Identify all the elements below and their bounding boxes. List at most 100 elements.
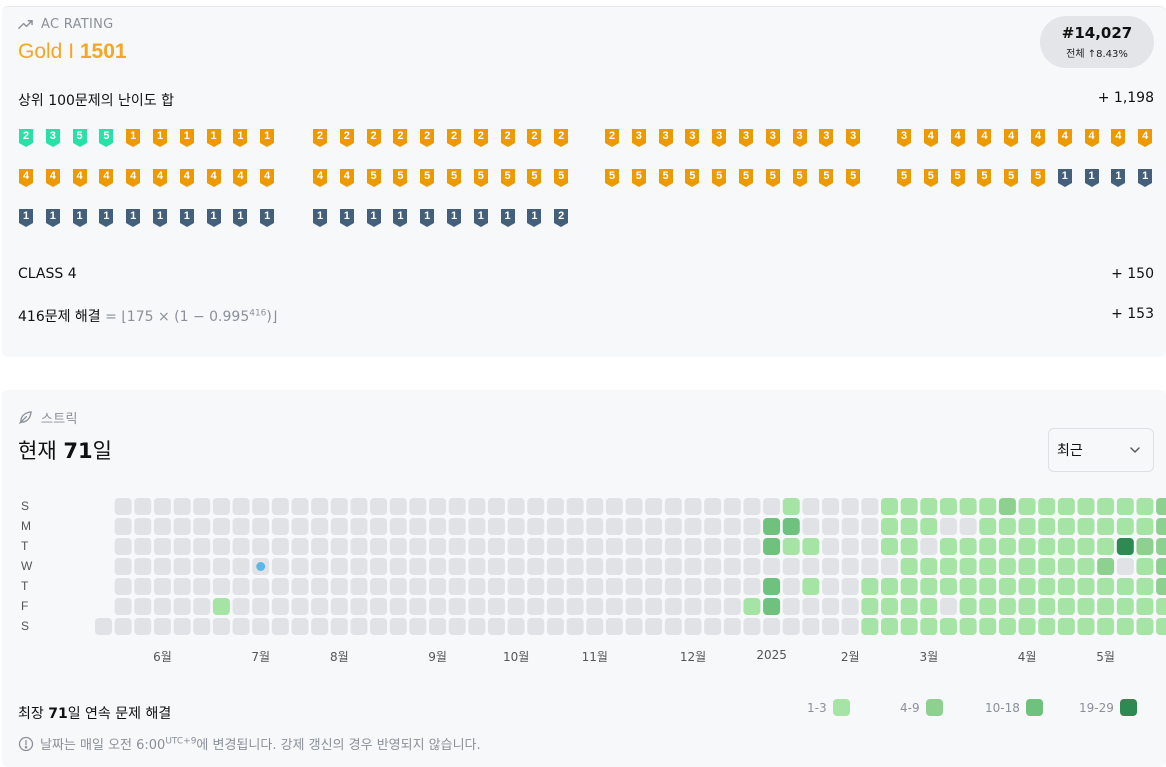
streak-day-cell[interactable] xyxy=(252,598,270,615)
streak-day-cell[interactable] xyxy=(1156,618,1166,635)
streak-day-cell[interactable] xyxy=(900,618,918,635)
streak-day-cell[interactable] xyxy=(1097,578,1115,595)
streak-day-cell[interactable] xyxy=(900,498,918,515)
streak-day-cell[interactable] xyxy=(743,578,761,595)
rank-pill[interactable]: #14,027 전체 ↑8.43% xyxy=(1040,16,1154,68)
streak-day-cell[interactable] xyxy=(212,558,230,575)
streak-day-cell[interactable] xyxy=(546,598,564,615)
streak-day-cell[interactable] xyxy=(566,618,584,635)
streak-day-cell[interactable] xyxy=(153,618,171,635)
streak-day-cell[interactable] xyxy=(1097,618,1115,635)
streak-day-cell[interactable] xyxy=(468,518,486,535)
streak-day-cell[interactable] xyxy=(488,578,505,595)
streak-day-cell[interactable] xyxy=(1038,498,1056,515)
streak-day-cell[interactable] xyxy=(704,538,722,555)
streak-day-cell[interactable] xyxy=(468,618,486,635)
streak-day-cell[interactable] xyxy=(271,618,289,635)
streak-day-cell[interactable] xyxy=(939,518,957,535)
streak-day-cell[interactable] xyxy=(330,538,348,555)
streak-day-cell[interactable] xyxy=(153,518,171,535)
streak-day-cell[interactable] xyxy=(193,578,211,595)
streak-day-cell[interactable] xyxy=(330,558,348,575)
streak-day-cell[interactable] xyxy=(134,498,152,515)
streak-day-cell[interactable] xyxy=(920,558,938,575)
streak-day-cell[interactable] xyxy=(212,578,230,595)
streak-day-cell[interactable] xyxy=(114,498,132,515)
streak-day-cell[interactable] xyxy=(271,558,289,575)
streak-day-cell[interactable] xyxy=(448,578,466,595)
streak-day-cell[interactable] xyxy=(566,538,584,555)
streak-day-cell[interactable] xyxy=(252,518,270,535)
streak-day-cell[interactable] xyxy=(900,538,918,555)
streak-day-cell[interactable] xyxy=(252,618,270,635)
streak-day-cell[interactable] xyxy=(173,558,191,575)
streak-day-cell[interactable] xyxy=(1038,618,1056,635)
streak-day-cell[interactable] xyxy=(1156,558,1166,575)
streak-day-cell[interactable] xyxy=(605,578,623,595)
streak-day-cell[interactable] xyxy=(1018,498,1036,515)
streak-day-cell[interactable] xyxy=(134,558,152,575)
streak-day-cell[interactable] xyxy=(900,578,918,595)
streak-day-cell[interactable] xyxy=(330,618,348,635)
streak-day-cell[interactable] xyxy=(1136,498,1154,515)
streak-day-cell[interactable] xyxy=(645,618,663,635)
streak-day-cell[interactable] xyxy=(232,598,250,615)
streak-day-cell[interactable] xyxy=(291,618,309,635)
streak-day-cell[interactable] xyxy=(586,618,604,635)
streak-day-cell[interactable] xyxy=(527,578,545,595)
streak-day-cell[interactable] xyxy=(900,518,918,535)
streak-day-cell[interactable] xyxy=(861,558,879,575)
streak-day-cell[interactable] xyxy=(566,518,584,535)
streak-day-cell[interactable] xyxy=(763,498,781,515)
streak-day-cell[interactable] xyxy=(507,578,525,595)
streak-day-cell[interactable] xyxy=(429,578,447,595)
streak-day-cell[interactable] xyxy=(173,578,191,595)
streak-day-cell[interactable] xyxy=(1116,578,1134,595)
streak-day-cell[interactable] xyxy=(468,538,486,555)
streak-day-cell[interactable] xyxy=(664,498,682,515)
streak-day-cell[interactable] xyxy=(546,578,564,595)
streak-day-cell[interactable] xyxy=(1077,578,1095,595)
streak-day-cell[interactable] xyxy=(370,538,388,555)
streak-day-cell[interactable] xyxy=(173,538,191,555)
streak-day-cell[interactable] xyxy=(1057,578,1075,595)
streak-day-cell[interactable] xyxy=(389,618,407,635)
streak-day-cell[interactable] xyxy=(527,558,545,575)
streak-day-cell[interactable] xyxy=(1077,538,1095,555)
streak-day-cell[interactable] xyxy=(920,578,938,595)
streak-day-cell[interactable] xyxy=(134,518,152,535)
streak-day-cell[interactable] xyxy=(920,538,938,555)
streak-day-cell[interactable] xyxy=(959,598,977,615)
streak-day-cell[interactable] xyxy=(1077,558,1095,575)
streak-day-cell[interactable] xyxy=(664,538,682,555)
streak-day-cell[interactable] xyxy=(939,558,957,575)
streak-day-cell[interactable] xyxy=(271,538,289,555)
streak-day-cell[interactable] xyxy=(586,518,604,535)
streak-day-cell[interactable] xyxy=(861,498,879,515)
streak-day-cell[interactable] xyxy=(370,518,388,535)
streak-day-cell[interactable] xyxy=(625,538,643,555)
streak-day-cell[interactable] xyxy=(546,518,564,535)
streak-day-cell[interactable] xyxy=(350,578,368,595)
streak-day-cell[interactable] xyxy=(153,538,171,555)
streak-day-cell[interactable] xyxy=(704,598,722,615)
streak-day-cell[interactable] xyxy=(507,518,525,535)
streak-day-cell[interactable] xyxy=(370,558,388,575)
streak-day-cell[interactable] xyxy=(232,538,250,555)
streak-day-cell[interactable] xyxy=(586,538,604,555)
streak-day-cell[interactable] xyxy=(409,598,427,615)
streak-day-cell[interactable] xyxy=(586,578,604,595)
streak-day-cell[interactable] xyxy=(448,498,466,515)
streak-day-cell[interactable] xyxy=(841,558,859,575)
streak-day-cell[interactable] xyxy=(998,598,1016,615)
streak-day-cell[interactable] xyxy=(998,498,1016,515)
streak-day-cell[interactable] xyxy=(566,498,584,515)
streak-day-cell[interactable] xyxy=(861,618,879,635)
streak-day-cell[interactable] xyxy=(1136,598,1154,615)
streak-day-cell[interactable] xyxy=(232,558,250,575)
streak-day-cell[interactable] xyxy=(212,538,230,555)
streak-day-cell[interactable] xyxy=(822,598,840,615)
streak-day-cell[interactable] xyxy=(684,578,702,595)
streak-day-cell[interactable] xyxy=(645,598,663,615)
streak-day-cell[interactable] xyxy=(684,538,702,555)
